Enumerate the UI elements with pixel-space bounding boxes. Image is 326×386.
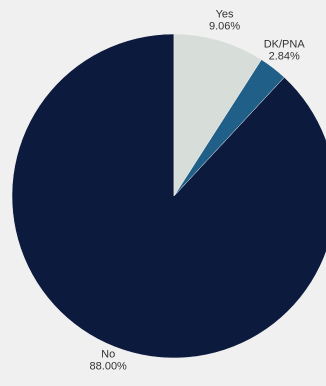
slice-label-name: No [101,349,115,361]
slice-label-name: Yes [216,8,234,20]
slice-label-value: 9.06% [209,20,240,32]
pie-slice-no [11,33,326,359]
slice-label-name: DK/PNA [264,39,306,51]
slice-label-no: No 88.00% [90,349,128,373]
pie-slice-yes [173,33,262,197]
slice-label-yes: Yes 9.06% [209,8,240,32]
slice-label-dk-pna: DK/PNA 2.84% [264,39,306,63]
slice-label-value: 2.84% [269,51,300,63]
slice-label-value: 88.00% [90,361,128,373]
